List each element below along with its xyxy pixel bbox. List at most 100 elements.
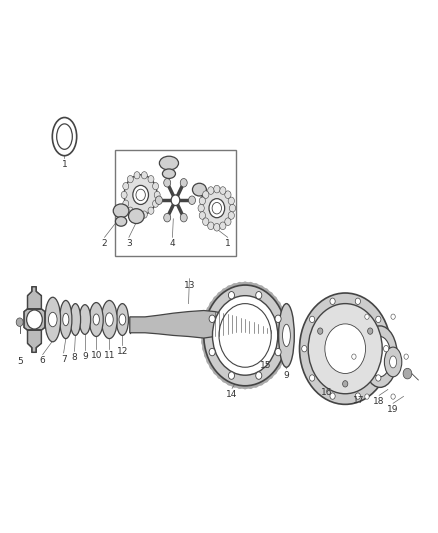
Circle shape — [201, 282, 289, 389]
Text: 7: 7 — [61, 355, 67, 364]
Circle shape — [256, 372, 262, 379]
Circle shape — [225, 191, 231, 198]
Circle shape — [272, 296, 277, 303]
Circle shape — [127, 207, 133, 214]
Circle shape — [330, 298, 335, 304]
Circle shape — [209, 301, 215, 308]
Circle shape — [152, 182, 159, 190]
Circle shape — [199, 212, 205, 219]
Circle shape — [180, 213, 187, 222]
Ellipse shape — [119, 314, 126, 325]
Ellipse shape — [52, 117, 77, 156]
Circle shape — [154, 191, 160, 199]
Circle shape — [206, 357, 212, 364]
Circle shape — [403, 368, 412, 379]
Circle shape — [152, 200, 159, 207]
Circle shape — [310, 316, 315, 322]
Circle shape — [212, 296, 278, 375]
Circle shape — [280, 313, 286, 320]
Circle shape — [267, 372, 273, 379]
Ellipse shape — [283, 324, 290, 346]
Circle shape — [272, 368, 277, 375]
Circle shape — [308, 304, 382, 394]
Circle shape — [214, 223, 220, 231]
Circle shape — [212, 203, 222, 214]
Circle shape — [325, 324, 366, 374]
Ellipse shape — [279, 304, 294, 367]
Text: 16: 16 — [321, 387, 333, 397]
Circle shape — [267, 292, 273, 299]
Circle shape — [222, 376, 227, 383]
Circle shape — [228, 197, 234, 205]
Circle shape — [222, 288, 227, 295]
Circle shape — [343, 381, 348, 387]
Circle shape — [217, 292, 223, 299]
Circle shape — [365, 394, 369, 399]
Circle shape — [136, 189, 145, 200]
Circle shape — [124, 175, 157, 215]
Circle shape — [209, 362, 215, 369]
Circle shape — [318, 328, 323, 334]
Circle shape — [228, 212, 234, 219]
Circle shape — [253, 381, 259, 387]
Circle shape — [133, 185, 148, 205]
Circle shape — [275, 349, 281, 356]
Circle shape — [204, 285, 286, 386]
Circle shape — [220, 187, 226, 195]
Circle shape — [134, 211, 140, 218]
Circle shape — [263, 288, 268, 295]
Ellipse shape — [113, 204, 129, 217]
Text: 6: 6 — [40, 357, 46, 366]
Ellipse shape — [201, 195, 211, 206]
Polygon shape — [28, 287, 42, 309]
Circle shape — [278, 306, 284, 314]
Ellipse shape — [317, 325, 330, 373]
Text: 4: 4 — [170, 239, 175, 248]
Circle shape — [258, 285, 264, 293]
Circle shape — [209, 349, 215, 356]
Circle shape — [123, 182, 129, 190]
Circle shape — [27, 310, 42, 329]
Text: 3: 3 — [126, 239, 132, 248]
Circle shape — [247, 382, 254, 389]
Polygon shape — [24, 309, 45, 330]
Ellipse shape — [89, 303, 103, 336]
Circle shape — [355, 393, 360, 399]
Circle shape — [225, 218, 231, 225]
Circle shape — [123, 200, 129, 207]
Text: 10: 10 — [91, 351, 102, 360]
Circle shape — [283, 332, 290, 339]
Ellipse shape — [128, 209, 144, 223]
Ellipse shape — [45, 297, 60, 342]
Circle shape — [16, 318, 23, 326]
Circle shape — [228, 372, 234, 379]
Ellipse shape — [390, 356, 396, 368]
Ellipse shape — [60, 301, 72, 338]
Circle shape — [208, 222, 214, 230]
Circle shape — [376, 316, 381, 322]
Circle shape — [134, 187, 147, 203]
Circle shape — [217, 372, 223, 379]
Circle shape — [188, 196, 195, 205]
Circle shape — [330, 393, 335, 399]
Circle shape — [204, 351, 210, 358]
Circle shape — [201, 338, 207, 345]
Circle shape — [127, 175, 133, 183]
Circle shape — [204, 313, 210, 320]
Text: 19: 19 — [387, 405, 399, 414]
Ellipse shape — [116, 216, 127, 226]
Text: 9: 9 — [283, 370, 290, 379]
Circle shape — [275, 362, 281, 369]
Ellipse shape — [159, 156, 179, 170]
Circle shape — [201, 189, 233, 227]
Bar — [115, 150, 237, 256]
Ellipse shape — [321, 341, 326, 357]
Circle shape — [258, 378, 264, 385]
Ellipse shape — [162, 169, 176, 179]
Circle shape — [226, 378, 232, 385]
Circle shape — [310, 375, 315, 381]
Circle shape — [214, 185, 220, 193]
Circle shape — [198, 204, 204, 212]
Ellipse shape — [385, 347, 402, 377]
Ellipse shape — [63, 313, 69, 326]
